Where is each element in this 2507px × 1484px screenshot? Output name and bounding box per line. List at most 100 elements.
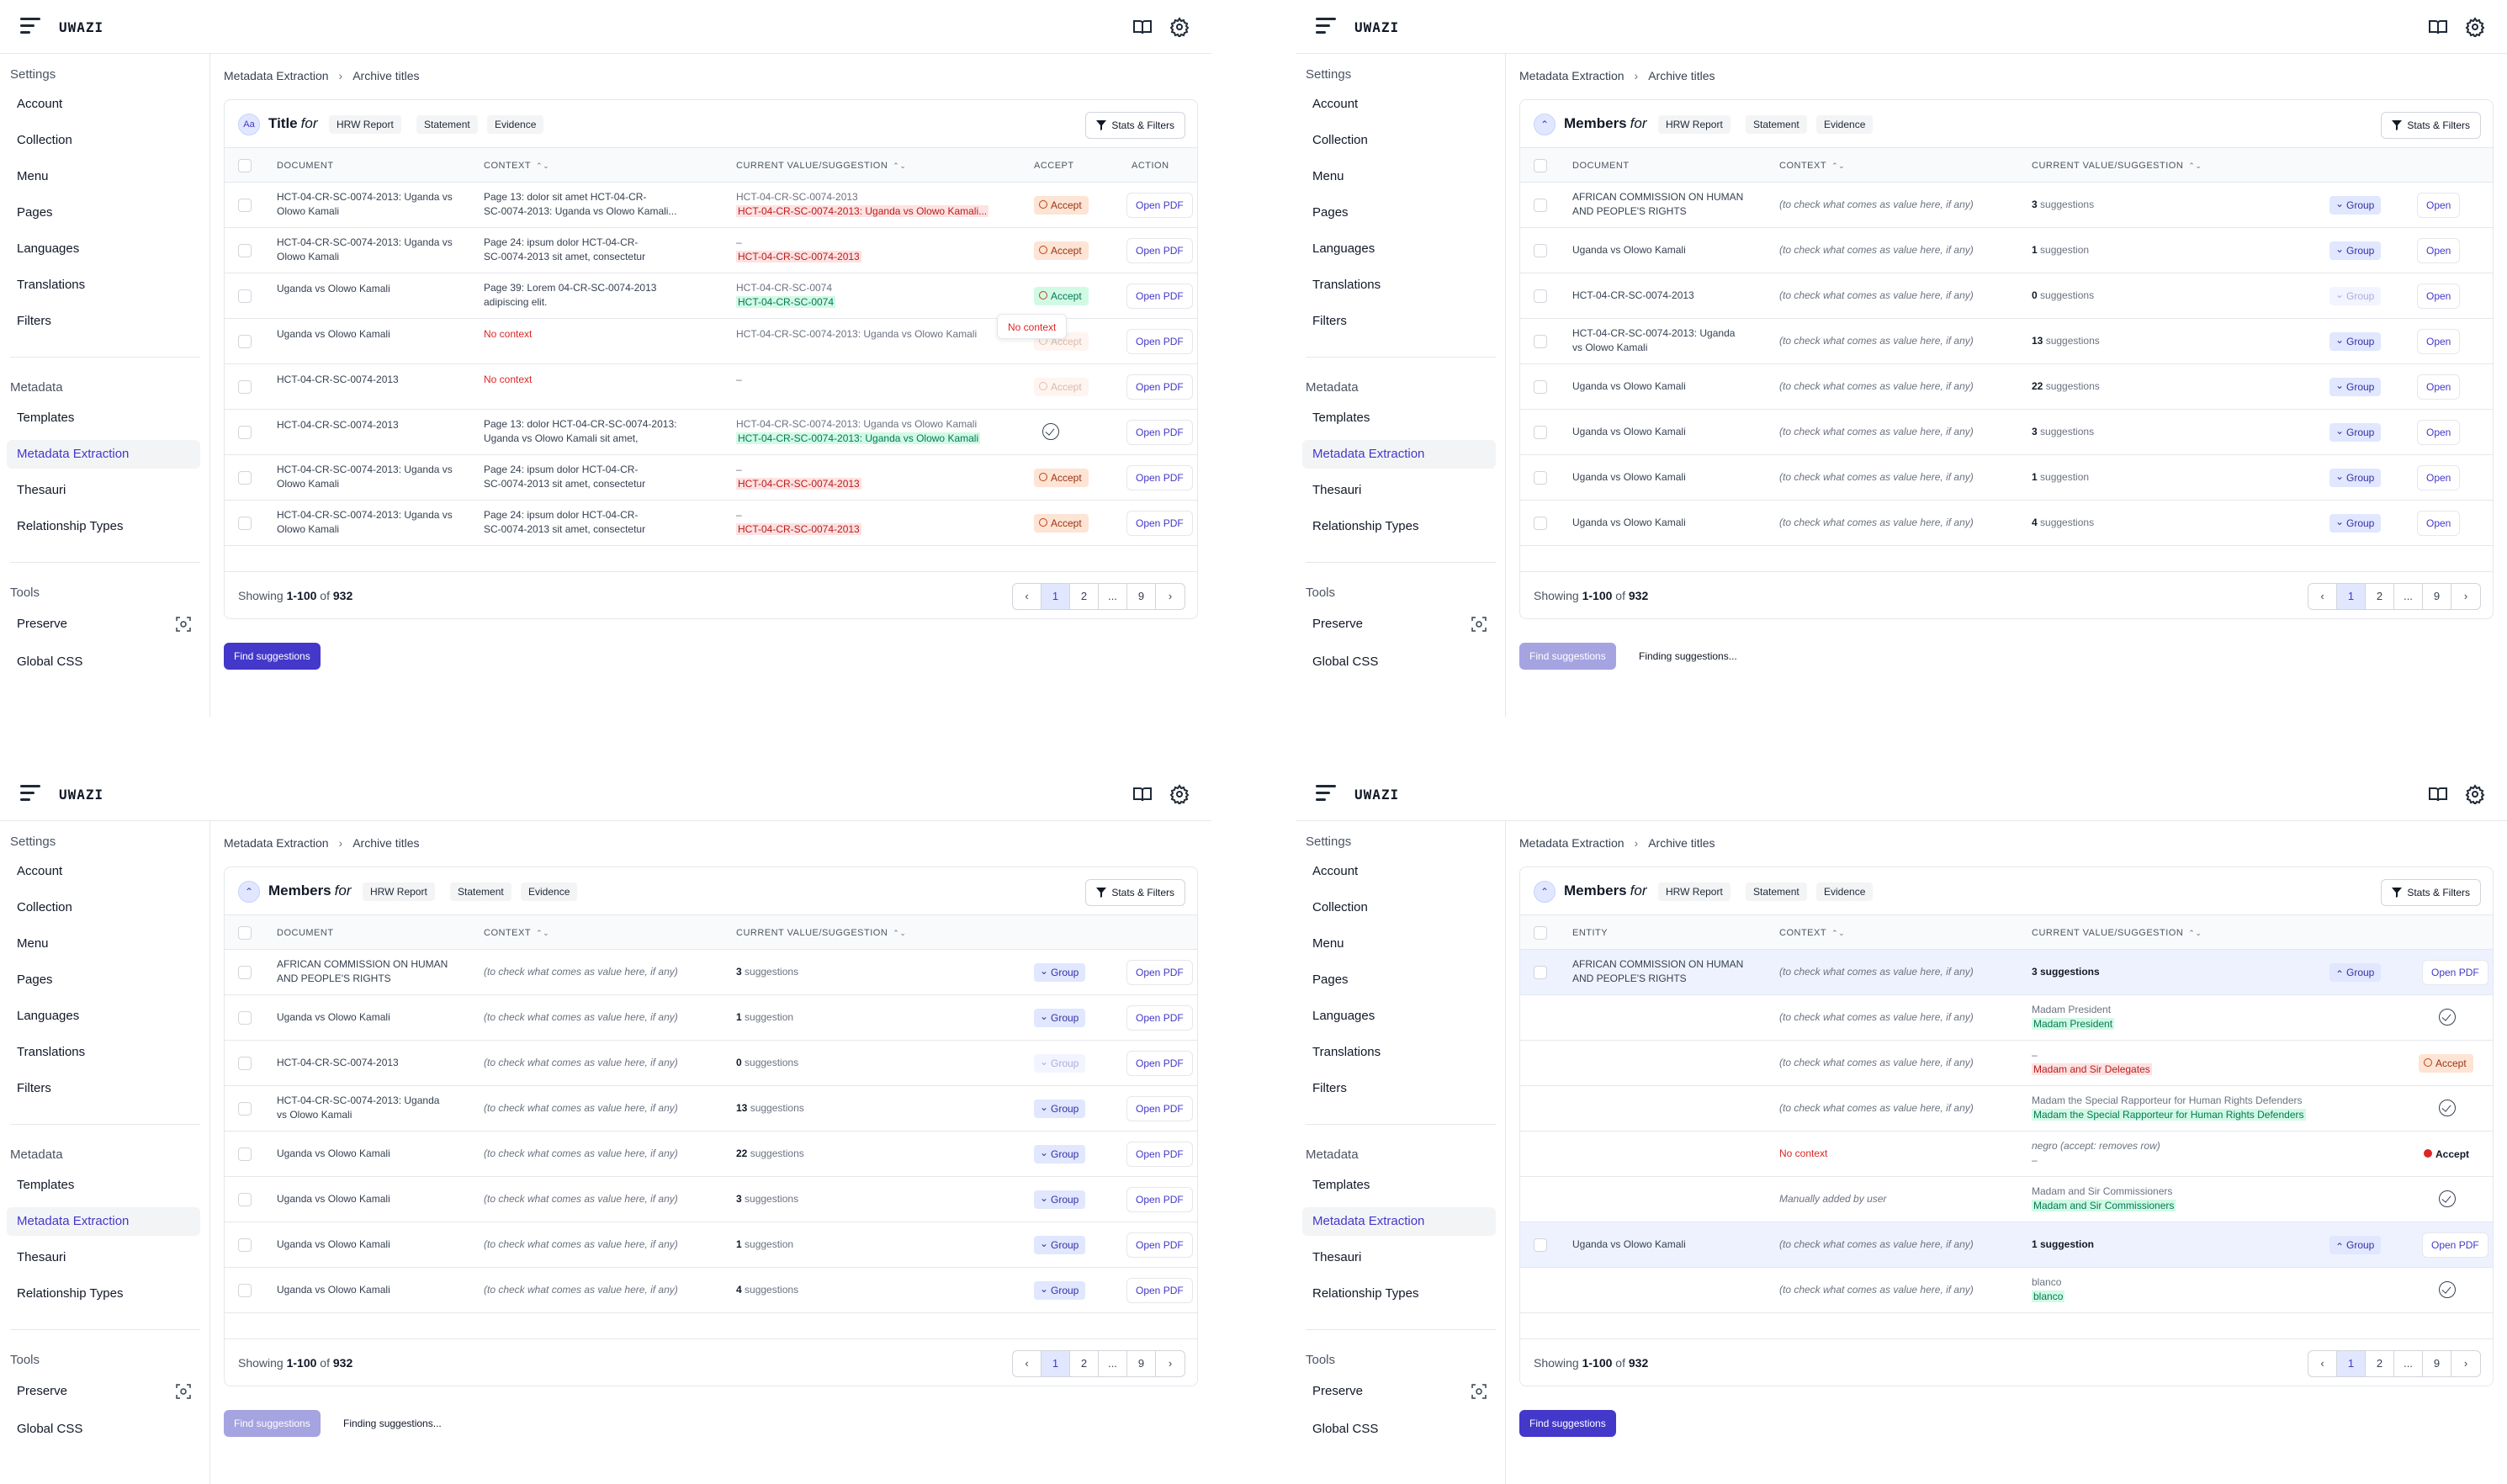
page-ellipsis[interactable]: ... xyxy=(2394,1351,2423,1376)
sidebar-item-pages[interactable]: Pages xyxy=(17,973,53,987)
column-header[interactable]: CONTEXT ⌃⌄ xyxy=(484,161,549,171)
column-header[interactable]: CURRENT VALUE/SUGGESTION ⌃⌄ xyxy=(736,928,906,938)
row-checkbox[interactable] xyxy=(238,1193,252,1206)
row-checkbox[interactable] xyxy=(1534,517,1547,530)
accept-button[interactable]: Accept xyxy=(2419,1054,2473,1073)
sidebar-item-collection[interactable]: Collection xyxy=(17,133,72,147)
sidebar-item-relationship-types[interactable]: Relationship Types xyxy=(17,519,124,533)
find-suggestions-button[interactable]: Find suggestions xyxy=(1519,643,1616,670)
sidebar-item-translations[interactable]: Translations xyxy=(17,278,86,292)
group-toggle-button[interactable]: Group xyxy=(2329,467,2382,487)
sidebar-item-menu[interactable]: Menu xyxy=(17,936,49,951)
pagination-next[interactable]: › xyxy=(1168,1357,1173,1370)
group-toggle-button[interactable]: Group xyxy=(1034,1098,1086,1118)
find-suggestions-button[interactable]: Find suggestions xyxy=(224,1410,321,1437)
page-1[interactable]: 1 xyxy=(1041,584,1070,609)
sidebar-item-global-css[interactable]: Global CSS xyxy=(1312,1422,1379,1436)
pagination-next[interactable]: › xyxy=(2463,590,2468,602)
check-circle-icon[interactable] xyxy=(2439,1190,2456,1207)
find-suggestions-button[interactable]: Find suggestions xyxy=(224,643,321,670)
sidebar-item-languages[interactable]: Languages xyxy=(17,1009,80,1023)
row-checkbox[interactable] xyxy=(1534,966,1547,979)
row-checkbox[interactable] xyxy=(1534,380,1547,394)
sidebar-item-pages[interactable]: Pages xyxy=(17,205,53,220)
page-9[interactable]: 9 xyxy=(1127,1351,1156,1376)
row-checkbox[interactable] xyxy=(238,517,252,530)
open-pdf-button[interactable]: Open PDF xyxy=(1126,420,1193,445)
group-toggle-button[interactable]: Group xyxy=(2329,376,2382,396)
app-logo[interactable]: UWAZI xyxy=(59,787,104,803)
open-pdf-button[interactable]: Open PDF xyxy=(1126,238,1193,263)
sort-icon[interactable]: ⌃⌄ xyxy=(893,929,907,937)
gear-icon[interactable] xyxy=(2465,784,2485,806)
sort-icon[interactable]: ⌃⌄ xyxy=(536,929,550,937)
gear-icon[interactable] xyxy=(1169,17,1190,39)
row-checkbox[interactable] xyxy=(1534,289,1547,303)
sort-icon[interactable]: ⌃⌄ xyxy=(536,162,550,170)
sidebar-item-filters[interactable]: Filters xyxy=(17,1081,51,1095)
sidebar-item-global-css[interactable]: Global CSS xyxy=(1312,655,1379,669)
accept-button[interactable]: Accept xyxy=(1034,287,1089,305)
open-pdf-button[interactable]: Open xyxy=(2417,465,2461,490)
open-pdf-button[interactable]: Open PDF xyxy=(1126,1005,1193,1031)
row-checkbox[interactable] xyxy=(238,1147,252,1161)
stats-filters-button[interactable]: Stats & Filters xyxy=(2381,879,2481,906)
sidebar-item-filters[interactable]: Filters xyxy=(17,314,51,328)
row-checkbox[interactable] xyxy=(238,199,252,212)
group-toggle-button[interactable]: Group xyxy=(2329,512,2382,533)
page-2[interactable]: 2 xyxy=(1070,1351,1099,1376)
select-all-checkbox[interactable] xyxy=(238,159,252,172)
page-9[interactable]: 9 xyxy=(2423,584,2451,609)
pagination-next[interactable]: › xyxy=(2463,1357,2468,1370)
group-toggle-button[interactable]: Group xyxy=(1034,962,1086,982)
column-header[interactable]: CONTEXT ⌃⌄ xyxy=(1779,928,1845,938)
row-checkbox[interactable] xyxy=(238,244,252,257)
row-checkbox[interactable] xyxy=(238,426,252,439)
sidebar-item-global-css[interactable]: Global CSS xyxy=(17,655,83,669)
sidebar-item-relationship-types[interactable]: Relationship Types xyxy=(1312,519,1419,533)
open-pdf-button[interactable]: Open PDF xyxy=(1126,1051,1193,1076)
row-checkbox[interactable] xyxy=(238,289,252,303)
row-checkbox[interactable] xyxy=(238,1238,252,1252)
group-toggle-button[interactable]: Group xyxy=(2329,285,2382,305)
sidebar-item-thesauri[interactable]: Thesauri xyxy=(17,483,66,497)
gear-icon[interactable] xyxy=(1169,784,1190,806)
open-pdf-button[interactable]: Open xyxy=(2417,329,2461,354)
sidebar-item-metadata-extraction[interactable]: Metadata Extraction xyxy=(1302,1207,1496,1236)
sidebar-item-collection[interactable]: Collection xyxy=(1312,133,1368,147)
select-all-checkbox[interactable] xyxy=(1534,926,1547,940)
breadcrumb-root[interactable]: Metadata Extraction xyxy=(224,69,329,82)
group-toggle-button[interactable]: Group xyxy=(1034,1234,1086,1254)
row-checkbox[interactable] xyxy=(1534,1238,1547,1252)
row-checkbox[interactable] xyxy=(1534,426,1547,439)
sidebar-item-global-css[interactable]: Global CSS xyxy=(17,1422,83,1436)
book-icon[interactable] xyxy=(2428,784,2448,804)
column-header[interactable]: CURRENT VALUE/SUGGESTION ⌃⌄ xyxy=(2032,928,2202,938)
sidebar-item-thesauri[interactable]: Thesauri xyxy=(1312,1250,1362,1264)
row-checkbox[interactable] xyxy=(238,1011,252,1025)
sidebar-item-translations[interactable]: Translations xyxy=(1312,278,1381,292)
page-2[interactable]: 2 xyxy=(2366,584,2394,609)
stats-filters-button[interactable]: Stats & Filters xyxy=(2381,112,2481,139)
column-header[interactable]: CURRENT VALUE/SUGGESTION ⌃⌄ xyxy=(736,161,906,171)
group-toggle-button[interactable]: Group xyxy=(1034,1143,1086,1163)
sort-icon[interactable]: ⌃⌄ xyxy=(2188,929,2202,937)
group-toggle-button[interactable]: Group xyxy=(2329,240,2382,260)
sidebar-item-thesauri[interactable]: Thesauri xyxy=(1312,483,1362,497)
sidebar-item-languages[interactable]: Languages xyxy=(1312,1009,1375,1023)
menu-icon[interactable] xyxy=(20,785,40,802)
column-header[interactable]: CURRENT VALUE/SUGGESTION ⌃⌄ xyxy=(2032,161,2202,171)
find-suggestions-button[interactable]: Find suggestions xyxy=(1519,1410,1616,1437)
group-toggle-button[interactable]: Group xyxy=(2329,194,2382,215)
open-pdf-button[interactable]: Open PDF xyxy=(2422,1232,2488,1258)
pagination-prev[interactable]: ‹ xyxy=(2308,584,2337,609)
row-checkbox[interactable] xyxy=(1534,471,1547,485)
check-circle-icon[interactable] xyxy=(2439,1100,2456,1116)
sidebar-item-pages[interactable]: Pages xyxy=(1312,205,1349,220)
page-1[interactable]: 1 xyxy=(1041,1351,1070,1376)
accept-button[interactable]: Accept xyxy=(1034,378,1089,396)
accept-button[interactable]: Accept xyxy=(2419,1145,2476,1163)
group-toggle-button[interactable]: Group xyxy=(2329,963,2382,983)
page-1[interactable]: 1 xyxy=(2337,584,2366,609)
sidebar-item-menu[interactable]: Menu xyxy=(1312,169,1344,183)
